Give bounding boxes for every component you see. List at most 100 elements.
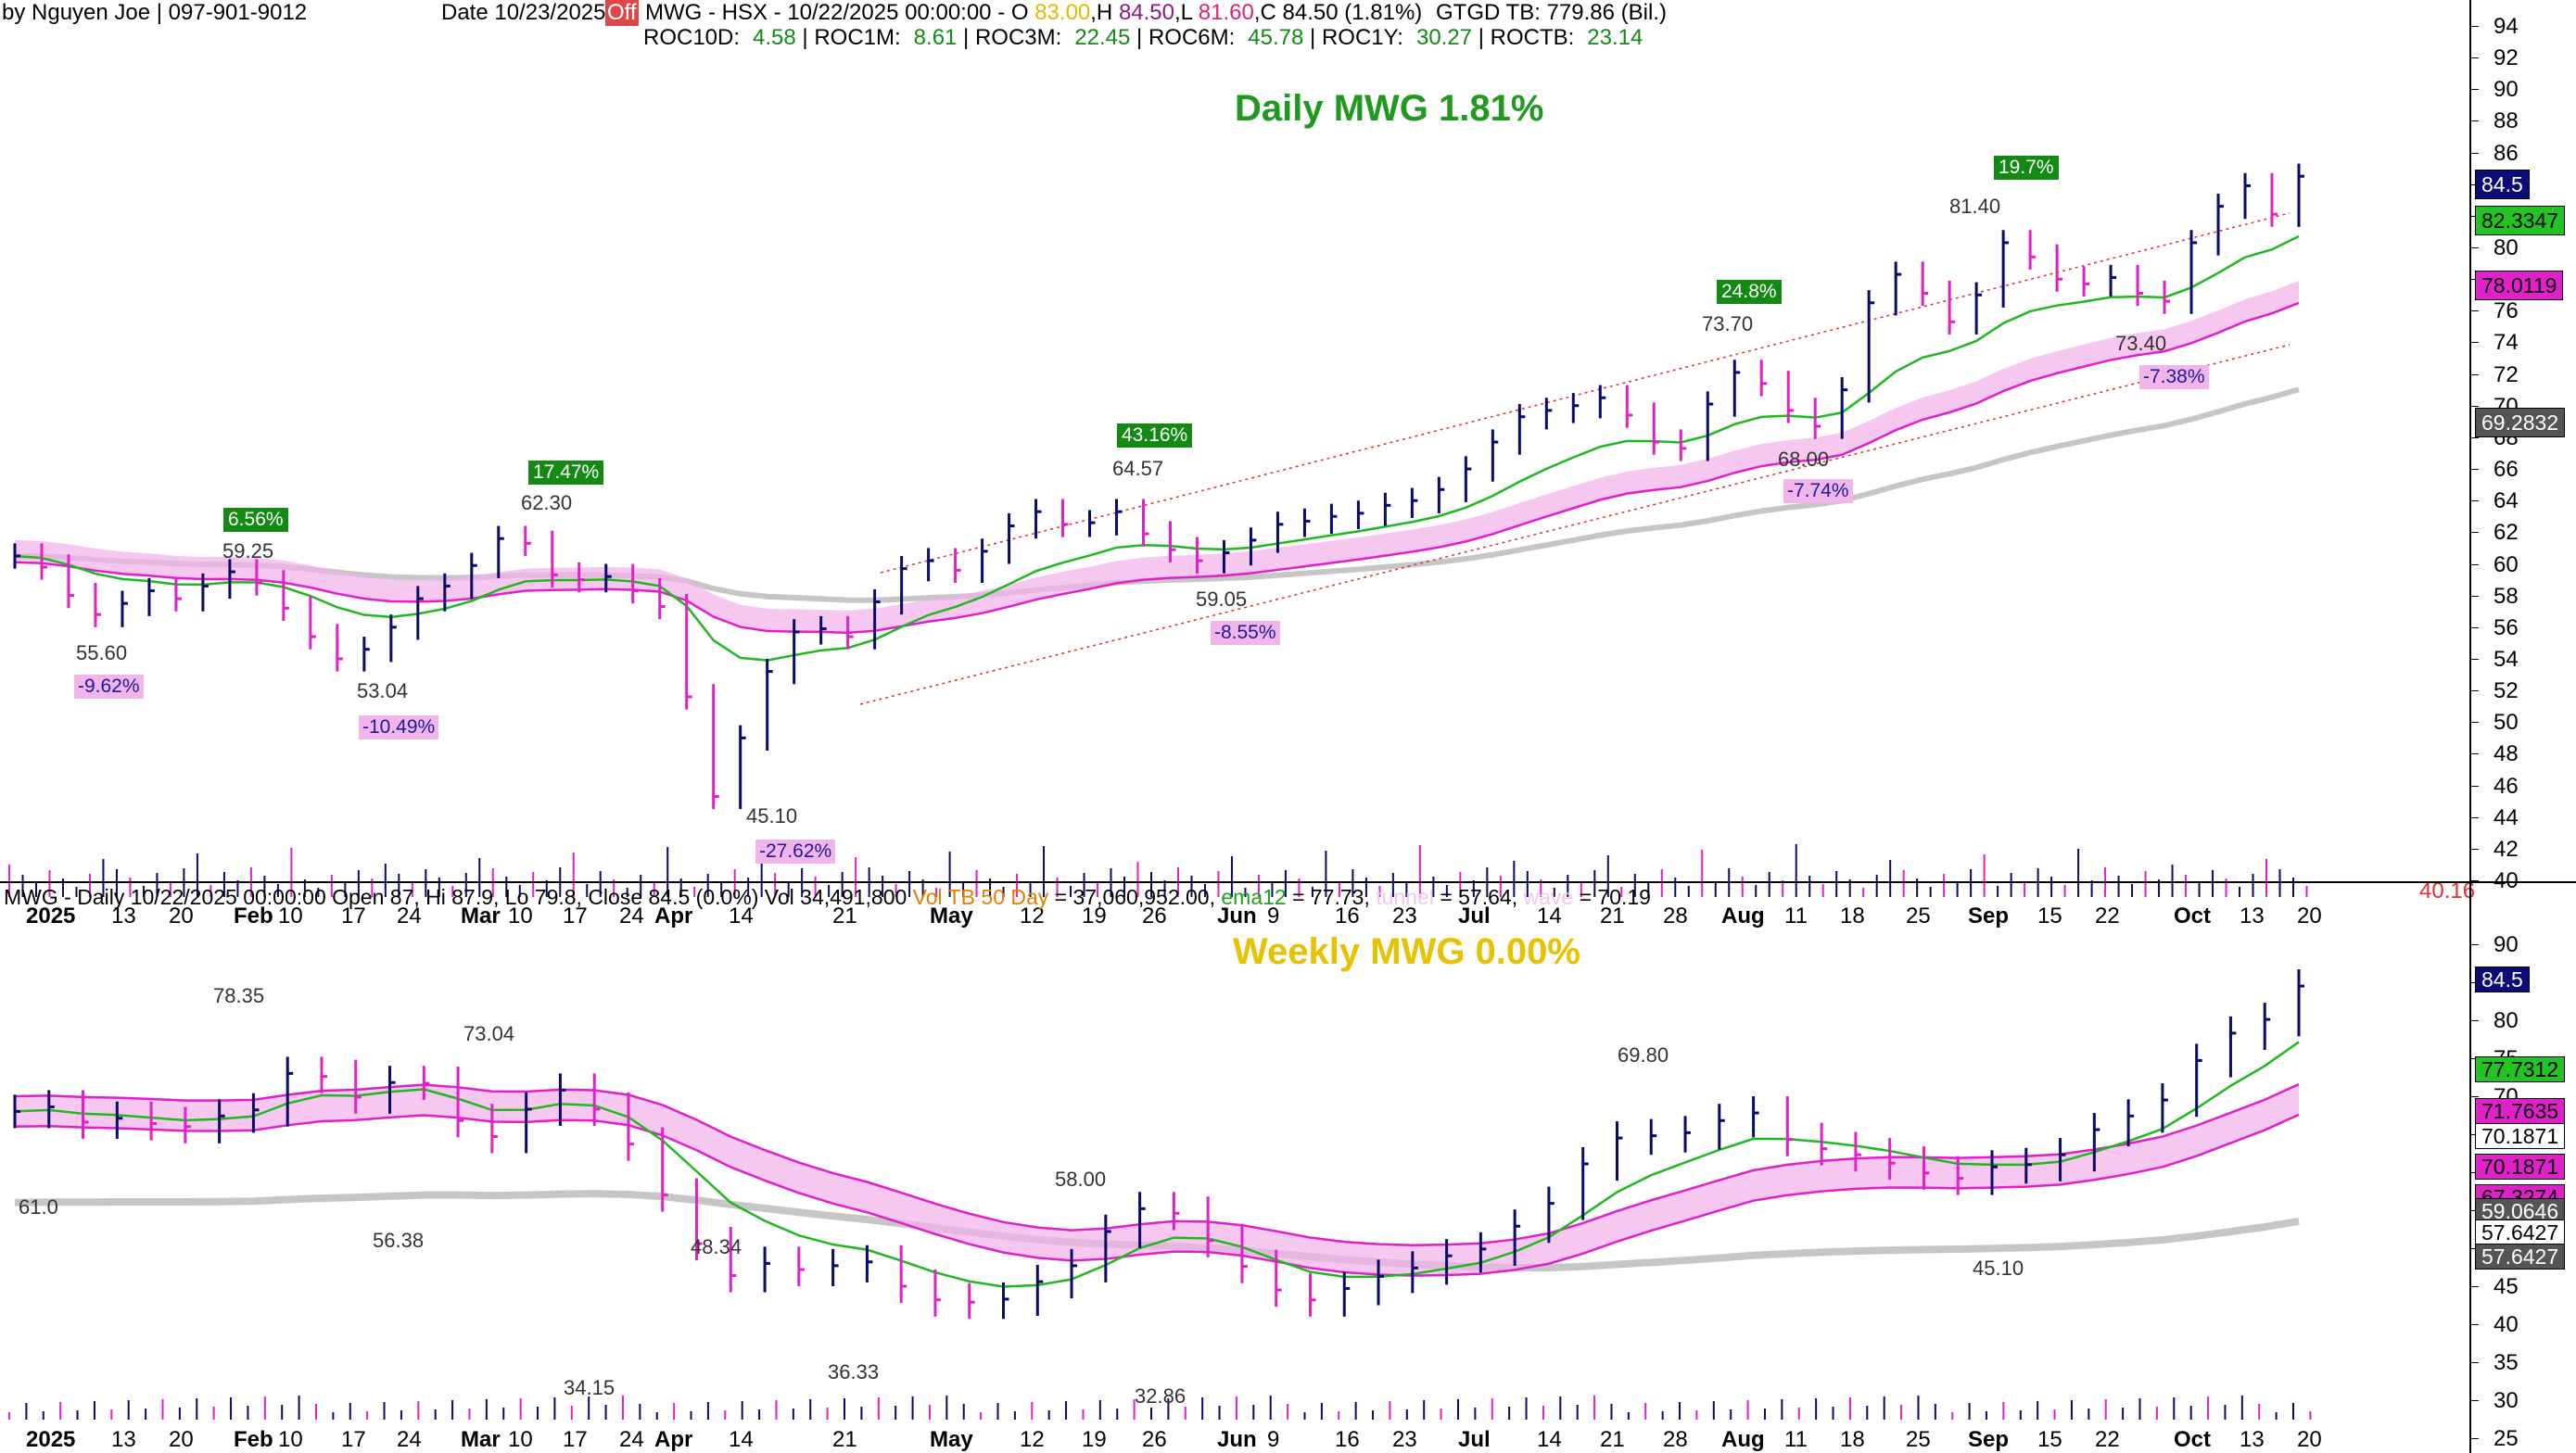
- weekly-x-tick-label: 22: [2095, 1427, 2120, 1452]
- daily-x-tick-label: 23: [1392, 903, 1417, 929]
- weekly-x-tick-label: 25: [1906, 1427, 1931, 1452]
- weekly-band-lower: [14, 1113, 2300, 1277]
- weekly-x-tick-label: Apr: [654, 1427, 693, 1452]
- off-badge[interactable]: Off: [605, 0, 639, 26]
- daily-x-tick-label: 14: [1537, 903, 1562, 929]
- roc-separator: |: [957, 25, 975, 50]
- panel-separator: [0, 881, 2576, 883]
- roc-label: ROC1M:: [814, 25, 901, 50]
- weekly-x-tick-label: May: [930, 1427, 973, 1452]
- drop-badge: -27.62%: [755, 840, 836, 864]
- weekly-x-tick-label: 28: [1663, 1427, 1688, 1452]
- ema12-line: [14, 234, 2300, 662]
- daily-price-annotation: 81.40: [1949, 195, 2001, 218]
- daily-price-annotation: 73.40: [2115, 332, 2167, 355]
- weekly-y-tick-mark: [2471, 944, 2479, 945]
- status-voltb-value: = 37,060,952.00,: [1054, 885, 1215, 909]
- daily-x-tick-label: 21: [1600, 903, 1625, 929]
- gain-badge: 6.56%: [223, 508, 288, 532]
- daily-y-tick-mark: [2471, 753, 2479, 755]
- low-label: ,L: [1174, 0, 1193, 25]
- daily-x-tick-label: 19: [1082, 903, 1107, 929]
- daily-price-annotation: 59.25: [222, 539, 274, 562]
- daily-y-tick-mark: [2471, 722, 2479, 724]
- daily-x-tick-label: Aug: [1721, 903, 1765, 929]
- weekly-x-tick-label: Oct: [2174, 1427, 2212, 1452]
- daily-y-tick-mark: [2471, 785, 2479, 787]
- weekly-y-tick-label: 25: [2494, 1426, 2519, 1451]
- daily-y-tick-mark: [2471, 405, 2479, 407]
- daily-price-annotation: 59.05: [1196, 588, 1248, 611]
- weekly-x-tick-label: 9: [1267, 1427, 1280, 1452]
- daily-y-tick-label: 86: [2494, 140, 2519, 166]
- roc-value: 22.45: [1074, 25, 1131, 50]
- roc-label: ROC1Y:: [1321, 25, 1403, 50]
- daily-y-tick-label: 56: [2494, 614, 2519, 640]
- daily-x-tick-label: 20: [169, 903, 194, 929]
- daily-x-tick-label: 26: [1142, 903, 1167, 929]
- daily-chart[interactable]: [0, 0, 2471, 901]
- weekly-title: Weekly MWG 0.00%: [1233, 931, 1580, 972]
- weekly-price-annotation: 78.35: [213, 984, 265, 1007]
- roc-separator: |: [1472, 25, 1491, 50]
- weekly-price-annotation: 73.04: [463, 1022, 515, 1045]
- weekly-price-tag: 84.5: [2475, 967, 2530, 992]
- weekly-y-tick-label: 80: [2494, 1008, 2519, 1033]
- weekly-price-tag: 70.1871: [2475, 1154, 2566, 1180]
- daily-y-tick-label: 44: [2494, 804, 2519, 830]
- daily-x-tick-label: 15: [2037, 903, 2062, 929]
- weekly-x-tick-label: 11: [1784, 1427, 1808, 1452]
- weekly-x-tick-label: Aug: [1721, 1427, 1765, 1452]
- daily-price-tag: 84.5: [2475, 170, 2530, 199]
- daily-y-tick-mark: [2471, 848, 2479, 850]
- daily-y-tick-mark: [2471, 658, 2479, 660]
- close-value: 84.50: [1282, 0, 1339, 25]
- lower-channel-line: [859, 344, 2290, 705]
- weekly-price-annotation: 34.15: [564, 1376, 615, 1399]
- weekly-x-tick-label: 26: [1142, 1427, 1167, 1452]
- weekly-x-tick-label: 14: [729, 1427, 754, 1452]
- status-wave-value: = 70.19: [1579, 885, 1651, 909]
- roc-line: ROC10D: 4.58 | ROC1M: 8.61 | ROC3M: 22.45 |…: [643, 25, 1643, 51]
- roc-value: 45.78: [1248, 25, 1304, 50]
- weekly-price-annotation: 36.33: [828, 1360, 880, 1384]
- gain-badge: 24.8%: [1717, 280, 1782, 304]
- weekly-price-annotation: 56.38: [373, 1229, 425, 1252]
- weekly-y-tick-mark: [2471, 1400, 2479, 1401]
- daily-x-tick-label: 14: [729, 903, 754, 929]
- drop-badge: -7.74%: [1783, 479, 1853, 503]
- gain-badge: 17.47%: [528, 461, 604, 485]
- daily-y-tick-label: 66: [2494, 457, 2519, 483]
- weekly-y-tick-mark: [2471, 1438, 2479, 1439]
- weekly-x-tick-label: Jul: [1458, 1427, 1491, 1452]
- weekly-chart[interactable]: [0, 0, 2471, 1453]
- daily-y-tick-label: 60: [2494, 551, 2519, 577]
- daily-x-tick-label: Sep: [1968, 903, 2010, 929]
- daily-x-tick-label: 18: [1840, 903, 1865, 929]
- daily-y-tick-label: 62: [2494, 520, 2519, 546]
- drop-badge: -7.38%: [2139, 365, 2209, 389]
- weekly-y-tick-mark: [2471, 1362, 2479, 1363]
- roc-separator: |: [795, 25, 815, 50]
- weekly-x-tick-label: 21: [832, 1427, 857, 1452]
- daily-x-tick-label: Jun: [1217, 903, 1257, 929]
- weekly-x-tick-label: 12: [1020, 1427, 1045, 1452]
- daily-y-tick-label: 94: [2494, 14, 2519, 39]
- weekly-y-tick-label: 45: [2494, 1274, 2519, 1299]
- daily-x-tick-label: 16: [1335, 903, 1360, 929]
- daily-y-tick-mark: [2471, 436, 2479, 438]
- daily-y-tick-label: 88: [2494, 108, 2519, 134]
- daily-y-tick-label: 50: [2494, 710, 2519, 736]
- daily-y-tick-mark: [2471, 469, 2479, 471]
- daily-price-annotation: 45.10: [746, 804, 798, 828]
- status-ema-value: = 77.73,: [1292, 885, 1370, 909]
- daily-x-tick-label: Oct: [2174, 903, 2212, 929]
- daily-y-tick-label: 76: [2494, 298, 2519, 324]
- daily-y-tick-mark: [2471, 247, 2479, 249]
- daily-price-annotation: 73.70: [1702, 312, 1754, 335]
- daily-price-annotation: 64.57: [1112, 457, 1164, 480]
- daily-y-tick-mark: [2471, 152, 2479, 154]
- daily-price-tag: 82.3347: [2475, 206, 2566, 235]
- status-ema-label: ema12: [1221, 885, 1287, 909]
- daily-x-tick-label: May: [930, 903, 973, 929]
